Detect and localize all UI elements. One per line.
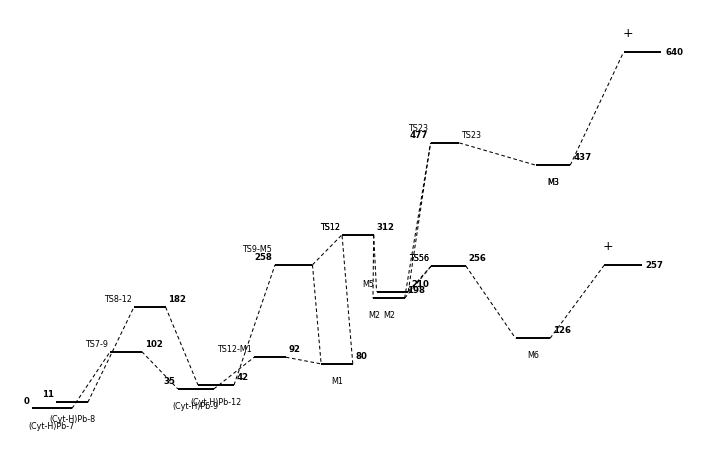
Text: TS56: TS56 <box>409 254 429 263</box>
Text: +: + <box>603 240 613 253</box>
Text: 256: 256 <box>469 254 487 263</box>
Text: M3: M3 <box>547 178 559 188</box>
Text: 258: 258 <box>254 253 272 262</box>
Text: (Cyt-H)Pb-9: (Cyt-H)Pb-9 <box>173 402 219 411</box>
Text: 312: 312 <box>377 223 395 232</box>
Text: 42: 42 <box>237 373 249 382</box>
Text: TS9-M5: TS9-M5 <box>243 245 272 254</box>
Text: TS12-M1: TS12-M1 <box>217 345 252 354</box>
Text: 477: 477 <box>409 131 428 140</box>
Text: M6: M6 <box>527 352 539 360</box>
Text: TS7-9: TS7-9 <box>85 340 108 349</box>
Text: TS12: TS12 <box>320 223 340 232</box>
Text: 437: 437 <box>573 153 591 162</box>
Text: 92: 92 <box>289 345 301 354</box>
Text: +: + <box>623 27 633 40</box>
Text: TS56: TS56 <box>409 254 429 263</box>
Text: 182: 182 <box>168 295 186 304</box>
Text: 102: 102 <box>145 340 163 349</box>
Text: 126: 126 <box>553 327 571 336</box>
Text: TS8-12: TS8-12 <box>104 295 132 304</box>
Text: M3: M3 <box>547 178 559 188</box>
Text: 11: 11 <box>42 391 54 400</box>
Text: 35: 35 <box>164 377 176 386</box>
Text: TS12: TS12 <box>320 223 340 232</box>
Text: TS23: TS23 <box>408 124 428 133</box>
Text: M1: M1 <box>331 377 343 386</box>
Text: 0: 0 <box>24 397 30 406</box>
Text: (Cyt-H)Pb-12: (Cyt-H)Pb-12 <box>190 398 242 407</box>
Text: (Cyt-H)Pb-8: (Cyt-H)Pb-8 <box>49 415 95 424</box>
Text: 640: 640 <box>665 47 683 57</box>
Text: 80: 80 <box>356 352 367 361</box>
Text: (Cyt-H)Pb-7: (Cyt-H)Pb-7 <box>29 422 75 431</box>
Text: M5: M5 <box>362 280 374 289</box>
Text: M2: M2 <box>369 311 380 321</box>
Text: 198: 198 <box>408 286 426 295</box>
Text: 257: 257 <box>646 261 664 270</box>
Text: 210: 210 <box>411 280 429 289</box>
Text: TS23: TS23 <box>462 131 482 140</box>
Text: M2: M2 <box>383 311 395 321</box>
